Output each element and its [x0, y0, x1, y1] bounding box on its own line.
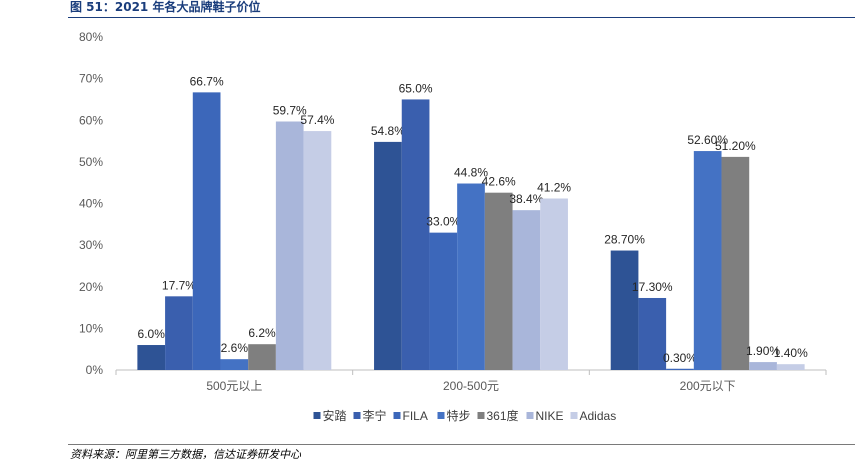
data-label: 65.0% — [399, 81, 433, 95]
chart-title: 图 51：2021 年各大品牌鞋子价位 — [70, 0, 261, 14]
data-label: 38.4% — [509, 192, 543, 206]
bar — [220, 359, 249, 370]
legend-label: 李宁 — [363, 408, 387, 423]
data-label: 66.7% — [190, 74, 224, 88]
legend-swatch — [570, 412, 578, 419]
data-label: 28.70% — [604, 233, 645, 247]
y-tick-label: 50% — [79, 155, 103, 169]
bar — [165, 296, 193, 370]
legend-label: NIKE — [536, 409, 564, 423]
bar — [721, 156, 750, 370]
bar — [137, 345, 166, 370]
y-tick-label: 80% — [79, 30, 103, 44]
data-label: 0.30% — [663, 351, 697, 365]
data-label: 17.30% — [632, 280, 673, 294]
category-label: 200-500元 — [443, 379, 499, 393]
bar — [776, 364, 805, 370]
bar — [540, 198, 568, 370]
bar — [693, 151, 722, 370]
data-label: 52.60% — [687, 133, 728, 147]
y-tick-label: 60% — [79, 113, 103, 127]
data-label: 1.90% — [746, 344, 780, 358]
bar — [401, 99, 430, 370]
bar — [275, 121, 304, 370]
data-label: 42.6% — [482, 175, 516, 189]
legend-swatch — [313, 412, 321, 419]
data-label: 59.7% — [273, 103, 307, 117]
data-label: 44.8% — [454, 166, 488, 180]
data-label: 1.40% — [774, 346, 808, 360]
data-label: 33.0% — [426, 215, 460, 229]
legend-label: FILA — [403, 409, 428, 423]
legend-label: Adidas — [580, 409, 617, 423]
bar — [512, 210, 541, 370]
legend-swatch — [353, 412, 361, 419]
bar — [374, 141, 402, 370]
legend-label: 361度 — [487, 408, 519, 423]
bar — [303, 131, 332, 370]
title-divider — [68, 17, 855, 18]
source-note: 资料来源：阿里第三方数据，信达证券研发中心 — [70, 448, 301, 461]
data-label: 41.2% — [537, 181, 571, 195]
legend-swatch — [437, 412, 445, 419]
data-label: 51.20% — [715, 139, 756, 153]
data-label: 6.2% — [248, 326, 276, 340]
bar — [192, 92, 221, 370]
bar — [749, 362, 777, 370]
y-tick-label: 70% — [79, 72, 103, 86]
y-tick-label: 20% — [79, 280, 103, 294]
bar — [457, 183, 485, 370]
data-label: 54.8% — [371, 124, 405, 138]
data-label: 17.7% — [162, 278, 196, 292]
y-tick-label: 40% — [79, 197, 103, 211]
y-tick-label: 10% — [79, 321, 103, 335]
y-tick-label: 0% — [86, 363, 104, 377]
legend-swatch — [477, 412, 485, 419]
legend-label: 特步 — [447, 408, 471, 423]
data-label: 6.0% — [138, 327, 166, 341]
bar — [666, 368, 694, 370]
y-tick-label: 30% — [79, 238, 103, 252]
data-label: 2.6% — [221, 341, 249, 355]
bar — [638, 297, 667, 370]
bar — [610, 250, 639, 370]
bar — [248, 344, 276, 370]
legend-swatch — [526, 412, 534, 419]
category-label: 200元以下 — [680, 379, 736, 393]
bar — [484, 192, 513, 370]
legend-swatch — [393, 412, 401, 419]
legend-label: 安踏 — [323, 408, 347, 423]
category-label: 500元以上 — [206, 379, 262, 393]
bar — [429, 232, 458, 370]
source-divider — [68, 444, 855, 445]
data-label: 57.4% — [300, 113, 334, 127]
